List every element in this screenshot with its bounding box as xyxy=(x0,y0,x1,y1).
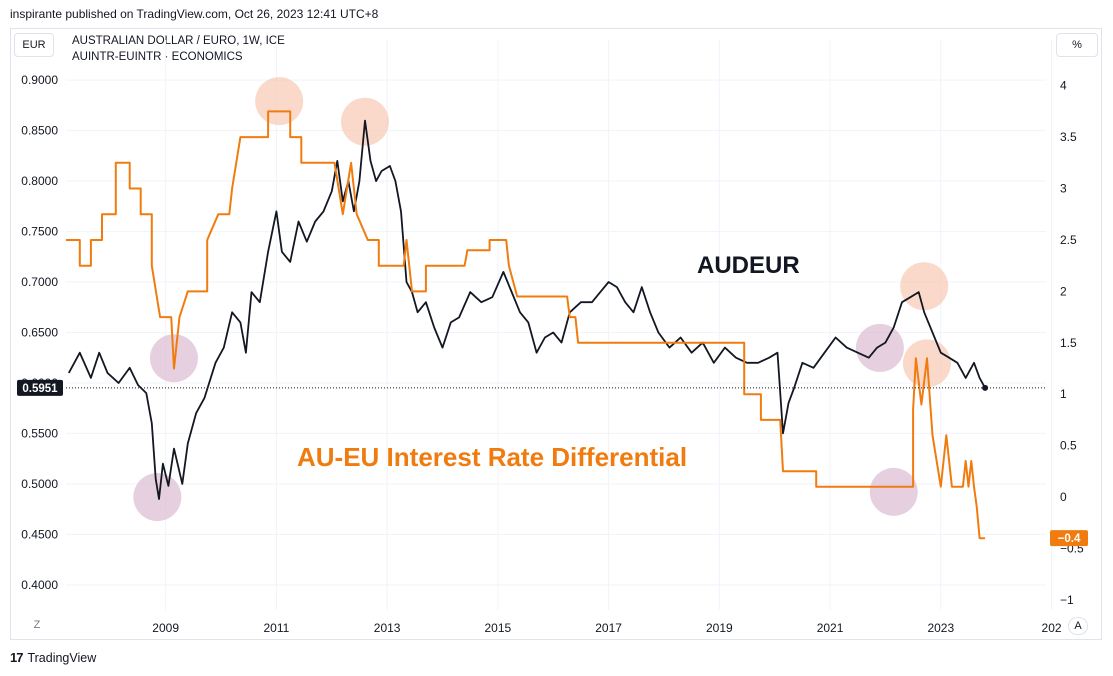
last-price-label: 0.5951 xyxy=(22,383,58,395)
right-scale-button[interactable]: % xyxy=(1056,33,1098,57)
right-tick-label: 3.5 xyxy=(1060,130,1077,144)
x-tick-label: 2015 xyxy=(485,621,512,635)
series-lines xyxy=(66,110,986,540)
audeur-line xyxy=(68,119,986,500)
audeur-annotation: AUDEUR xyxy=(697,252,800,279)
left-tick-label: 0.5000 xyxy=(21,477,58,491)
differential-line xyxy=(66,110,986,540)
x-tick-label: 2023 xyxy=(927,621,954,635)
left-tick-label: 0.8500 xyxy=(21,124,58,138)
right-tick-label: 2 xyxy=(1060,284,1067,298)
legend-indicator[interactable]: AUINTR-EUINTR · ECONOMICS xyxy=(72,51,243,63)
published-by-text: inspirante published on TradingView.com,… xyxy=(10,7,379,21)
right-tick-label: 0.5 xyxy=(1060,439,1077,453)
right-tick-label: 4 xyxy=(1060,79,1067,93)
x-axis-ticks: 2009 2011 2013 2015 2017 2019 2021 2023 202 xyxy=(152,621,1062,635)
tradingview-logo-icon: 17 xyxy=(10,650,24,665)
left-tick-label: 0.7000 xyxy=(21,275,58,289)
right-tick-label: 1 xyxy=(1060,387,1067,401)
highlight-circle xyxy=(855,323,904,372)
x-tick-label: 2011 xyxy=(263,621,289,635)
highlight-circle xyxy=(255,77,304,126)
last-value-markers: 0.5951 −0.4 xyxy=(17,379,1088,547)
legend-symbol[interactable]: AUSTRALIAN DOLLAR / EURO, 1W, ICE xyxy=(72,35,285,47)
x-tick-label: 202 xyxy=(1042,621,1062,635)
right-tick-label: 1.5 xyxy=(1060,336,1077,350)
last-price-badge xyxy=(17,379,63,396)
right-axis-ticks: 43.532.521.510.50−0.5−1 xyxy=(1060,79,1084,607)
x-tick-label: 2017 xyxy=(595,621,622,635)
x-tick-label: 2013 xyxy=(374,621,401,635)
footer-brand: TradingView xyxy=(27,650,97,665)
left-tick-label: 0.4000 xyxy=(21,578,58,592)
highlight-circle xyxy=(133,473,182,522)
left-axis-ticks: 0.90000.85000.80000.75000.70000.65000.60… xyxy=(21,73,58,592)
last-diff-label: −0.4 xyxy=(1058,533,1081,545)
left-scale-button[interactable]: EUR xyxy=(14,33,54,57)
grid-lines xyxy=(66,40,1053,610)
z-button[interactable]: Z xyxy=(27,617,47,635)
x-tick-label: 2009 xyxy=(152,621,179,635)
left-tick-label: 0.5500 xyxy=(21,426,58,440)
differential-annotation: AU-EU Interest Rate Differential xyxy=(297,442,687,472)
right-tick-label: 0 xyxy=(1060,490,1067,504)
chart-frame xyxy=(10,28,1102,640)
x-tick-label: 2021 xyxy=(817,621,844,635)
footer: 17 TradingView xyxy=(10,650,96,665)
price-chart[interactable]: 0.90000.85000.80000.75000.70000.65000.60… xyxy=(0,0,1113,640)
left-tick-label: 0.8000 xyxy=(21,174,58,188)
left-tick-label: 0.6500 xyxy=(21,326,58,340)
last-diff-badge xyxy=(1050,530,1088,547)
left-tick-label: 0.4500 xyxy=(21,527,58,541)
right-tick-label: 3 xyxy=(1060,182,1067,196)
left-tick-label: 0.9000 xyxy=(21,73,58,87)
x-tick-label: 2019 xyxy=(706,621,733,635)
highlight-circle xyxy=(900,262,949,311)
right-tick-label: −1 xyxy=(1060,593,1074,607)
last-point-dot xyxy=(982,384,989,391)
right-tick-label: 2.5 xyxy=(1060,233,1077,247)
auto-scale-button[interactable]: A xyxy=(1068,617,1088,635)
highlight-circle xyxy=(869,467,918,516)
left-tick-label: 0.7500 xyxy=(21,225,58,239)
